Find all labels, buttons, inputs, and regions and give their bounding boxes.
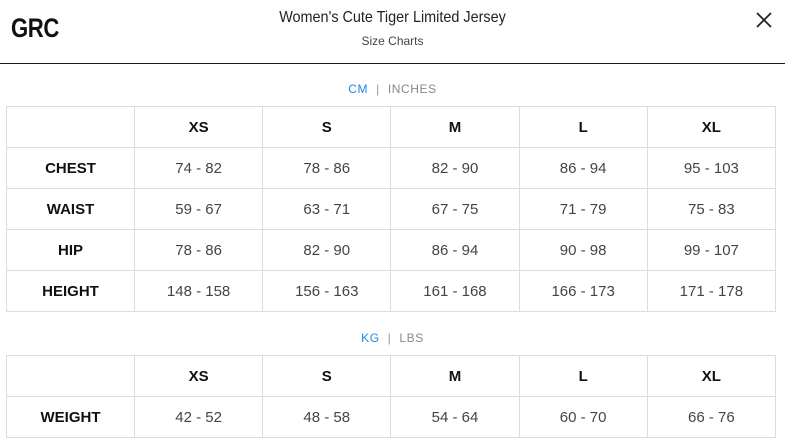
table-cell: 95 - 103 xyxy=(646,147,777,189)
length-unit-toggle: CM | INCHES xyxy=(0,82,785,96)
table-cell: 66 - 76 xyxy=(646,396,777,438)
column-header: S xyxy=(262,106,392,148)
table-cell: 59 - 67 xyxy=(133,188,264,230)
column-header: L xyxy=(518,355,648,397)
column-header: XS xyxy=(133,355,264,397)
table-cell: 148 - 158 xyxy=(133,270,264,312)
table-cell: 86 - 94 xyxy=(518,147,648,189)
unit-option-kg[interactable]: KG xyxy=(361,331,380,345)
table-cell: 75 - 83 xyxy=(646,188,777,230)
table-cell: 82 - 90 xyxy=(390,147,520,189)
table-cell: 48 - 58 xyxy=(262,396,392,438)
column-header: XL xyxy=(646,106,777,148)
table-cell: 161 - 168 xyxy=(390,270,520,312)
weight-unit-toggle: KG | LBS xyxy=(0,331,785,345)
column-header: M xyxy=(390,355,520,397)
unit-option-inches[interactable]: INCHES xyxy=(387,82,437,96)
column-header: M xyxy=(390,106,520,148)
table-cell: 156 - 163 xyxy=(262,270,392,312)
table-row: HEIGHT 148 - 158 156 - 163 161 - 168 166… xyxy=(6,270,777,312)
table-cell: 54 - 64 xyxy=(390,396,520,438)
table-cell: 78 - 86 xyxy=(262,147,392,189)
table-row: WAIST 59 - 67 63 - 71 67 - 75 71 - 79 75… xyxy=(6,188,777,230)
brand-logo: GRC xyxy=(11,13,59,43)
table-cell: 90 - 98 xyxy=(518,229,648,271)
row-label: HEIGHT xyxy=(6,270,135,312)
table-cell: 63 - 71 xyxy=(262,188,392,230)
table-cell: 171 - 178 xyxy=(646,270,777,312)
toggle-divider: | xyxy=(387,331,392,345)
row-label: CHEST xyxy=(6,147,135,189)
table-cell: 71 - 79 xyxy=(518,188,648,230)
table-row: CHEST 74 - 82 78 - 86 82 - 90 86 - 94 95… xyxy=(6,147,777,189)
table-cell: 60 - 70 xyxy=(518,396,648,438)
column-header: L xyxy=(518,106,648,148)
weight-chart-table: XS S M L XL WEIGHT 42 - 52 48 - 58 54 - … xyxy=(6,355,777,438)
table-cell: 99 - 107 xyxy=(646,229,777,271)
page-subtitle: Size Charts xyxy=(361,34,424,48)
column-header: XS xyxy=(133,106,264,148)
table-cell: 42 - 52 xyxy=(133,396,264,438)
table-cell: 67 - 75 xyxy=(390,188,520,230)
size-chart-table: XS S M L XL CHEST 74 - 82 78 - 86 82 - 9… xyxy=(6,106,777,312)
toggle-divider: | xyxy=(376,82,380,96)
table-row: WEIGHT 42 - 52 48 - 58 54 - 64 60 - 70 6… xyxy=(6,396,777,438)
corner-cell xyxy=(6,106,135,148)
unit-option-cm[interactable]: CM xyxy=(348,82,369,96)
table-header-row: XS S M L XL xyxy=(6,106,777,148)
table-cell: 78 - 86 xyxy=(133,229,264,271)
modal-header: GRC Women's Cute Tiger Limited Jersey Si… xyxy=(0,0,785,64)
row-label: WAIST xyxy=(6,188,135,230)
corner-cell xyxy=(6,355,135,397)
table-header-row: XS S M L XL xyxy=(6,355,777,397)
table-cell: 74 - 82 xyxy=(133,147,264,189)
product-title: Women's Cute Tiger Limited Jersey xyxy=(279,9,506,26)
close-icon xyxy=(756,12,772,28)
table-cell: 86 - 94 xyxy=(390,229,520,271)
column-header: XL xyxy=(646,355,777,397)
close-button[interactable] xyxy=(753,9,775,31)
unit-option-lbs[interactable]: LBS xyxy=(399,331,424,345)
table-cell: 166 - 173 xyxy=(518,270,648,312)
column-header: S xyxy=(262,355,392,397)
row-label: HIP xyxy=(6,229,135,271)
table-row: HIP 78 - 86 82 - 90 86 - 94 90 - 98 99 -… xyxy=(6,229,777,271)
table-cell: 82 - 90 xyxy=(262,229,392,271)
row-label: WEIGHT xyxy=(6,396,135,438)
